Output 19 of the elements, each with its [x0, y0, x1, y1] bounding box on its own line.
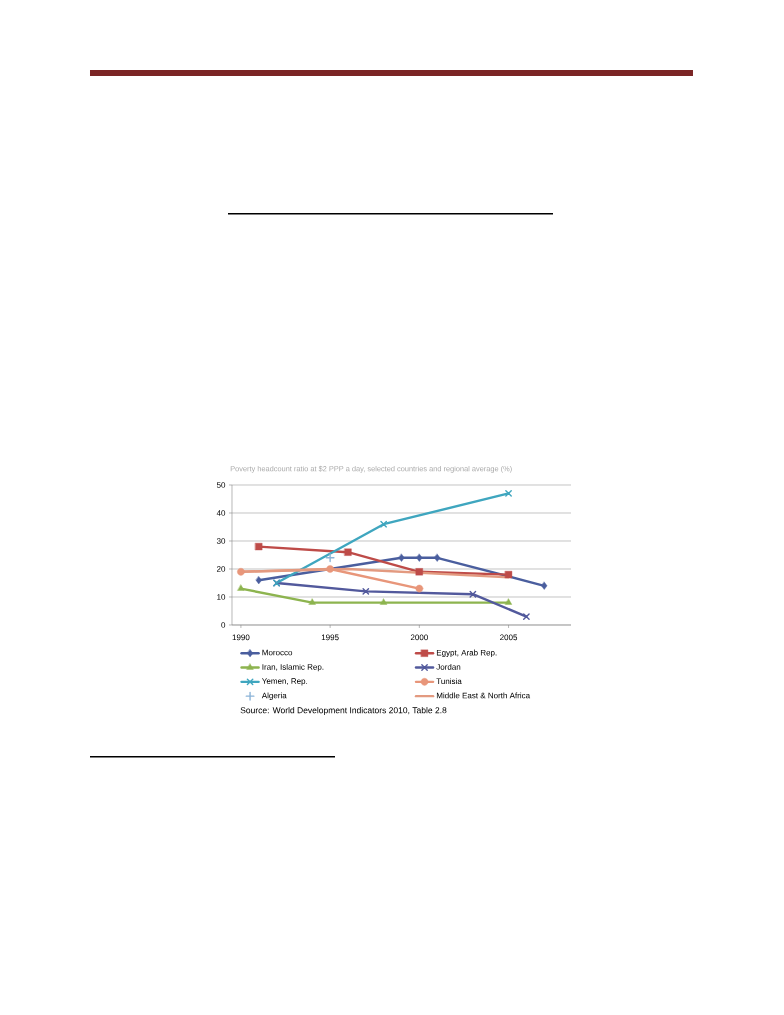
x-tick-label: 1990: [232, 634, 250, 641]
x-tick-label: 2005: [500, 634, 518, 641]
legend-label: Jordan: [436, 663, 461, 670]
y-tick-label: 30: [216, 538, 226, 544]
legend-label: Algeria: [261, 692, 287, 700]
legend-label: Egypt, Arab Rep.: [436, 649, 497, 658]
y-tick-label: 50: [216, 482, 226, 488]
y-tick-label: 40: [216, 510, 226, 516]
source-note: Source: World Development Indicators 2010, Table 2.8: [240, 707, 447, 715]
y-tick-label: 10: [217, 594, 226, 600]
legend-label: Iran, Islamic Rep.: [262, 663, 324, 672]
legend-label: Tunisia: [436, 678, 462, 685]
legend-label: Morocco: [262, 649, 293, 656]
legend-label: Yemen, Rep.: [261, 678, 308, 686]
x-tick-label: 2000: [410, 634, 428, 641]
y-tick-label: 20: [216, 566, 226, 572]
y-tick-label: 0: [221, 622, 226, 628]
x-tick-label: 1995: [321, 634, 339, 641]
legend-label: Middle East & North Africa: [436, 692, 531, 699]
